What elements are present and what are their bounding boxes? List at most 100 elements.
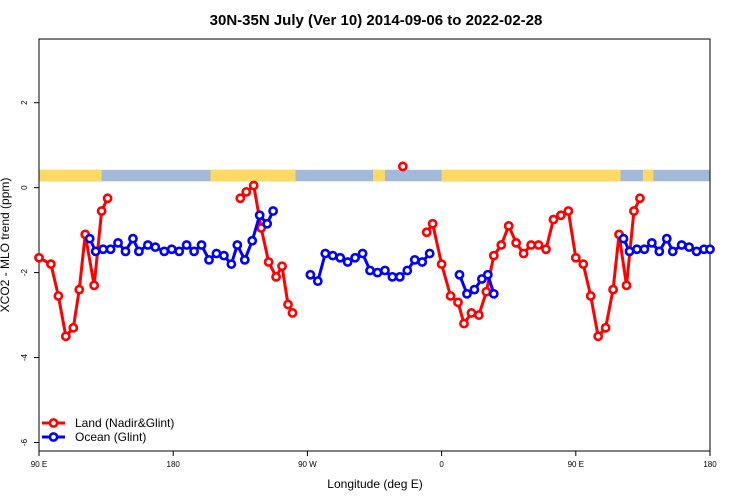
- land-strip-segment: [441, 169, 494, 182]
- data-point: [436, 259, 447, 270]
- data-point: [113, 237, 123, 248]
- data-point: [466, 308, 477, 318]
- series-layer: [34, 161, 715, 342]
- data-point: [263, 257, 274, 267]
- data-point: [84, 233, 95, 244]
- data-point: [96, 206, 107, 216]
- data-point: [570, 252, 581, 263]
- data-point: [661, 233, 672, 244]
- data-point: [424, 248, 435, 259]
- y-tick-label: 2: [20, 100, 29, 105]
- data-point: [90, 246, 101, 257]
- data-point: [691, 246, 702, 257]
- data-point: [488, 250, 499, 261]
- data-point: [235, 193, 246, 204]
- data-point: [618, 233, 629, 244]
- data-point: [181, 240, 192, 250]
- data-point: [262, 218, 273, 229]
- data-point: [684, 242, 695, 253]
- data-point: [629, 206, 639, 216]
- data-point: [526, 240, 536, 250]
- data-point: [53, 291, 64, 301]
- data-point: [482, 269, 493, 280]
- data-point: [578, 259, 589, 270]
- data-point: [232, 240, 243, 250]
- data-point: [248, 180, 259, 191]
- data-point: [327, 250, 338, 261]
- data-point: [335, 252, 346, 263]
- x-tick-label: 90 E: [568, 460, 584, 469]
- data-point: [226, 259, 237, 270]
- y-axis: 2 0 -2 -4 -6: [20, 100, 39, 446]
- data-point: [241, 187, 252, 197]
- data-point: [409, 254, 420, 265]
- data-point: [624, 246, 635, 257]
- data-point: [218, 250, 229, 261]
- chart-title: 30N-35N July (Ver 10) 2014-09-06 to 2022…: [210, 12, 543, 29]
- data-point: [350, 252, 361, 263]
- x-tick-label: 0: [439, 460, 444, 469]
- data-point: [312, 276, 323, 287]
- data-point: [247, 235, 258, 246]
- data-point: [462, 288, 472, 299]
- x-tick-label: 180: [167, 460, 181, 469]
- x-tick-label: 180: [703, 460, 717, 469]
- data-point: [380, 265, 390, 276]
- data-point: [254, 210, 265, 221]
- data-point: [372, 267, 383, 278]
- legend-item-land: Land (Nadir&Glint): [42, 416, 174, 430]
- data-point: [705, 244, 715, 255]
- land-strip-segment: [492, 169, 621, 182]
- legend-ocean-label: Ocean (Glint): [75, 430, 146, 444]
- data-point: [134, 246, 144, 257]
- data-point: [128, 233, 138, 244]
- data-point: [511, 237, 522, 248]
- data-point: [60, 331, 71, 342]
- data-point: [555, 210, 566, 221]
- data-point: [159, 246, 170, 257]
- series-line: [425, 197, 642, 338]
- y-axis-label: XCO2 - MLO trend (ppm): [0, 178, 12, 313]
- data-point: [503, 220, 514, 231]
- legend-item-ocean: Ocean (Glint): [42, 430, 146, 444]
- data-point: [357, 248, 368, 259]
- data-point: [34, 252, 44, 263]
- data-point: [481, 286, 492, 297]
- data-point: [305, 269, 316, 280]
- data-point: [397, 161, 408, 172]
- data-point: [365, 265, 375, 276]
- data-point: [676, 240, 687, 250]
- series-ocean: [84, 206, 715, 299]
- data-point: [74, 284, 85, 295]
- data-point: [667, 246, 678, 257]
- legend-land-marker: [48, 418, 59, 428]
- data-point: [320, 248, 331, 259]
- data-point: [600, 322, 611, 333]
- data-point: [585, 291, 596, 301]
- data-point: [277, 261, 287, 272]
- data-point: [174, 246, 185, 257]
- legend-land-label: Land (Nadir&Glint): [75, 416, 174, 430]
- data-point: [496, 240, 507, 250]
- land-strip-segment: [373, 169, 385, 182]
- land-strip-segment: [39, 169, 102, 182]
- legend: Land (Nadir&Glint) Ocean (Glint): [42, 416, 174, 444]
- data-point: [421, 227, 432, 238]
- data-point: [646, 237, 657, 248]
- data-point: [211, 248, 222, 259]
- data-point: [204, 254, 214, 265]
- data-point: [142, 240, 153, 250]
- data-point: [105, 244, 116, 255]
- plot-frame: [38, 38, 711, 452]
- data-point: [287, 308, 298, 318]
- x-tick-label: 90 W: [298, 460, 317, 469]
- y-tick-label: -6: [20, 438, 29, 446]
- data-point: [271, 271, 281, 282]
- data-point: [189, 246, 199, 257]
- data-point: [541, 244, 551, 255]
- data-point: [639, 244, 650, 255]
- y-tick-label: -4: [20, 353, 29, 361]
- data-point: [196, 240, 207, 250]
- data-point: [654, 246, 665, 257]
